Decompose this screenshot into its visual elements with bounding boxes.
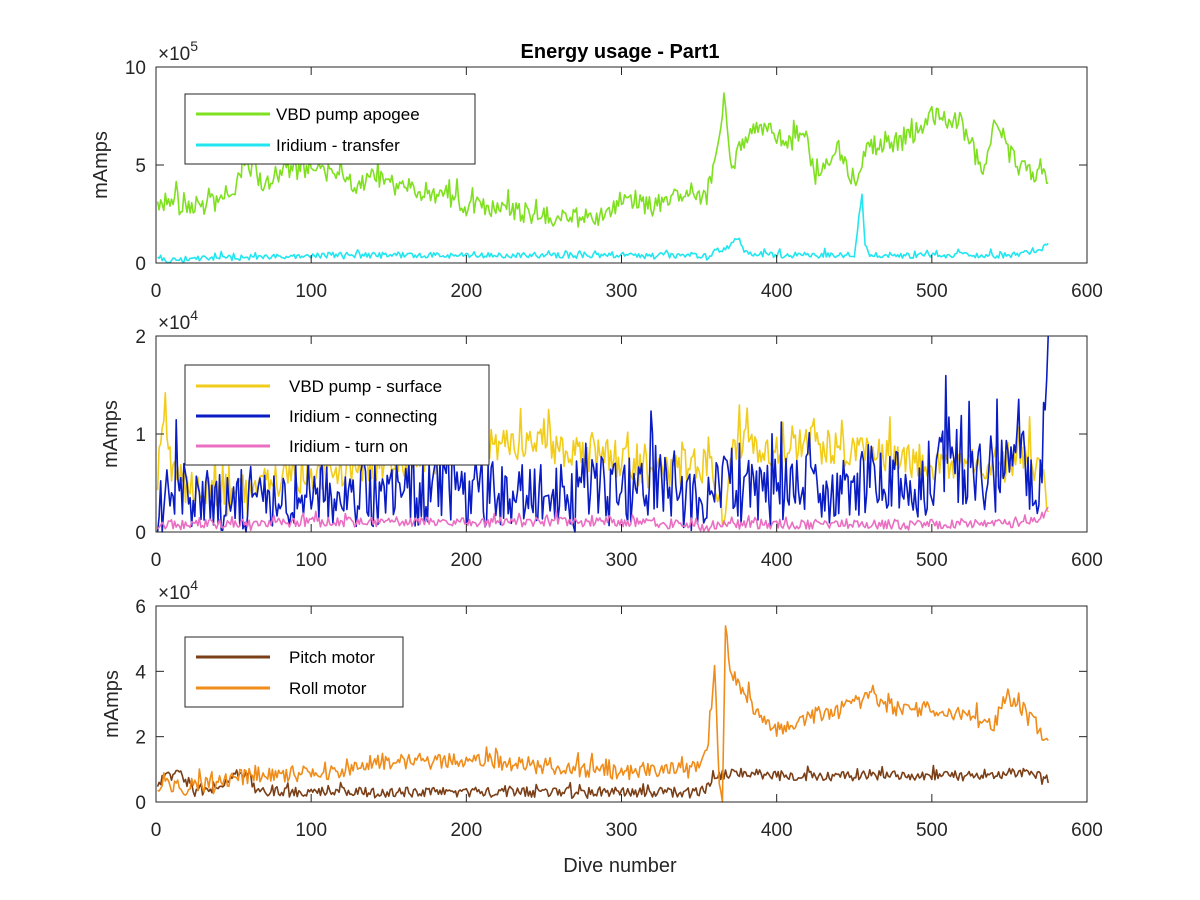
- x-axis-label: Dive number: [563, 855, 677, 877]
- legend-label-vbd-pump-apogee: VBD pump apogee: [276, 105, 420, 124]
- y-tick-label: 4: [135, 662, 146, 683]
- x-tick-label: 0: [151, 281, 162, 302]
- x-tick-label: 300: [606, 281, 638, 302]
- figure-title: Energy usage - Part1: [521, 41, 720, 63]
- x-tick-label: 600: [1071, 820, 1103, 841]
- legend-label-iridium-connecting: Iridium - connecting: [289, 407, 437, 426]
- x-tick-label: 0: [151, 550, 162, 571]
- panel-3-y-axis-label: mAmps: [101, 670, 123, 738]
- y-tick-label: 0: [135, 523, 146, 544]
- x-tick-label: 400: [761, 550, 793, 571]
- panel-3-legend: Pitch motor Roll motor: [184, 636, 404, 708]
- series-line-iridium-transfer: [157, 193, 1049, 264]
- y-tick-label: 2: [135, 327, 146, 348]
- panel-2-legend: VBD pump - surface Iridium - connecting …: [184, 364, 490, 466]
- x-tick-label: 500: [916, 820, 948, 841]
- legend-label-roll-motor: Roll motor: [289, 679, 367, 698]
- panel-2-ticks: 0 100 200 300 400 500 600 0 1 2: [135, 327, 1102, 571]
- x-tick-label: 0: [151, 820, 162, 841]
- series-line-pitch-motor: [156, 764, 1049, 800]
- series-line-iridium-connecting: [156, 335, 1049, 533]
- panel-1-ticks: 0 100 200 300 400 500 600 0 5 10: [125, 58, 1103, 302]
- panel-3-exponent-value: 4: [190, 577, 198, 593]
- series-line-vbd-pump-surface: [156, 391, 1049, 527]
- y-tick-label: 1: [135, 425, 146, 446]
- x-tick-label: 300: [606, 820, 638, 841]
- y-tick-label: 2: [135, 728, 146, 749]
- panel-1-y-axis-label: mAmps: [90, 131, 112, 199]
- panel-2-series-group: [156, 335, 1049, 533]
- panel-1-legend: VBD pump apogee Iridium - transfer: [184, 93, 476, 165]
- y-tick-label: 0: [135, 793, 146, 814]
- legend-label-iridium-turn-on: Iridium - turn on: [289, 437, 408, 456]
- panel-3-legend-box: [184, 636, 404, 708]
- x-tick-label: 500: [916, 281, 948, 302]
- panel-1-exponent-value: 5: [190, 38, 198, 54]
- y-tick-label: 6: [135, 597, 146, 618]
- panel-3-ticks: 0 100 200 300 400 500 600 0 2 4 6: [135, 597, 1102, 841]
- x-tick-label: 200: [450, 281, 482, 302]
- series-line-roll-motor: [157, 625, 1049, 803]
- panel-2-exponent-value: 4: [190, 307, 198, 323]
- x-tick-label: 100: [295, 550, 327, 571]
- legend-label-pitch-motor: Pitch motor: [289, 648, 375, 667]
- legend-label-vbd-pump-surface: VBD pump - surface: [289, 377, 442, 396]
- x-tick-label: 400: [761, 281, 793, 302]
- panel-2-y-axis-label: mAmps: [100, 400, 122, 468]
- x-tick-label: 200: [450, 820, 482, 841]
- x-tick-label: 600: [1071, 281, 1103, 302]
- x-tick-label: 100: [295, 281, 327, 302]
- x-tick-label: 100: [295, 820, 327, 841]
- y-tick-label: 5: [135, 156, 146, 177]
- y-tick-label: 10: [125, 58, 146, 79]
- series-line-vbd-pump-apogee: [156, 92, 1049, 228]
- x-tick-label: 200: [450, 550, 482, 571]
- series-line-iridium-turn-on: [157, 506, 1049, 533]
- y-tick-label: 0: [135, 254, 146, 275]
- panel-1-series-group: [156, 92, 1049, 264]
- x-tick-label: 500: [916, 550, 948, 571]
- x-tick-label: 400: [761, 820, 793, 841]
- x-tick-label: 600: [1071, 550, 1103, 571]
- legend-label-iridium-transfer: Iridium - transfer: [276, 136, 400, 155]
- panel-1-legend-box: [184, 93, 476, 165]
- panel-3-series-group: [156, 625, 1049, 803]
- x-tick-label: 300: [606, 550, 638, 571]
